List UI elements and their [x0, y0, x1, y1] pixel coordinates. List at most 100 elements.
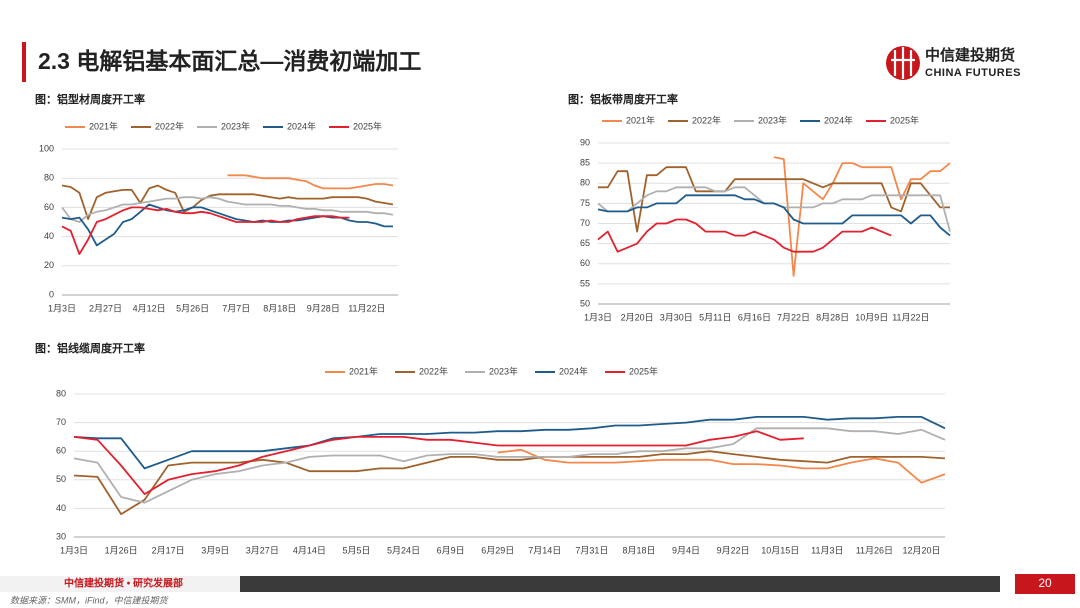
- y-tick-label: 80: [56, 388, 66, 398]
- legend-label: 2025年: [890, 114, 919, 125]
- x-tick-label: 7月22日: [777, 312, 810, 322]
- y-tick-label: 65: [580, 238, 590, 248]
- chart-title: 图：铝线缆周度开工率: [35, 341, 145, 355]
- y-tick-label: 20: [44, 260, 54, 270]
- source-note: 数据来源：SMM，iFind，中信建投期货: [10, 595, 170, 605]
- y-tick-label: 90: [580, 137, 590, 147]
- legend-label: 2022年: [692, 114, 721, 125]
- x-tick-label: 8月18日: [622, 545, 655, 555]
- series-line: [73, 416, 946, 470]
- x-tick-label: 10月15日: [761, 545, 799, 555]
- x-tick-label: 3月30日: [660, 312, 693, 322]
- x-tick-label: 7月14日: [528, 545, 561, 555]
- x-tick-label: 11月22日: [348, 303, 385, 313]
- x-tick-label: 2月20日: [621, 312, 654, 322]
- y-tick-label: 60: [56, 446, 66, 456]
- series-line: [61, 184, 394, 220]
- y-tick-label: 40: [56, 503, 66, 513]
- legend-label: 2021年: [89, 120, 118, 131]
- x-tick-label: 4月12日: [133, 303, 166, 313]
- x-tick-label: 1月3日: [584, 312, 612, 322]
- x-tick-label: 3月27日: [246, 545, 279, 555]
- x-tick-label: 6月29日: [481, 545, 514, 555]
- title-bar: [22, 42, 26, 82]
- page-box: [1015, 574, 1075, 594]
- x-tick-label: 3月9日: [201, 545, 229, 555]
- legend-label: 2024年: [559, 365, 588, 376]
- x-tick-label: 6月16日: [738, 312, 771, 322]
- x-tick-label: 5月26日: [176, 303, 209, 313]
- series-line: [73, 427, 946, 504]
- x-tick-label: 4月14日: [293, 545, 326, 555]
- series-line: [773, 156, 951, 277]
- x-tick-label: 9月28日: [307, 303, 340, 313]
- chart-title: 图：铝型材周度开工率: [35, 92, 145, 106]
- legend-label: 2024年: [824, 114, 853, 125]
- x-tick-label: 8月28日: [816, 312, 849, 322]
- slide-title: 2.3 电解铝基本面汇总—消费初端加工: [38, 48, 421, 74]
- y-tick-label: 50: [56, 474, 66, 484]
- y-tick-label: 80: [44, 173, 54, 183]
- series-line: [597, 218, 892, 253]
- legend-label: 2022年: [155, 120, 184, 131]
- x-tick-label: 1月26日: [105, 545, 138, 555]
- x-tick-label: 1月3日: [48, 303, 76, 313]
- y-tick-label: 60: [580, 258, 590, 268]
- series-line: [61, 203, 393, 247]
- y-tick-label: 100: [39, 143, 54, 153]
- legend-label: 2021年: [349, 365, 378, 376]
- series-line: [61, 196, 394, 223]
- x-tick-label: 7月31日: [575, 545, 608, 555]
- legend-label: 2024年: [287, 120, 316, 131]
- y-tick-label: 55: [580, 278, 590, 288]
- legend-label: 2023年: [489, 365, 518, 376]
- x-tick-label: 11月22日: [892, 312, 929, 322]
- logo: 中信建投期货 CHINA FUTURES: [886, 46, 1021, 80]
- x-tick-label: 2月27日: [89, 303, 122, 313]
- x-tick-label: 9月4日: [672, 545, 700, 555]
- series-line: [227, 174, 394, 190]
- series-line: [598, 166, 950, 233]
- legend-label: 2022年: [419, 365, 448, 376]
- y-tick-label: 70: [56, 417, 66, 427]
- series-line: [497, 448, 946, 484]
- logo-en: CHINA FUTURES: [925, 67, 1021, 79]
- logo-mark: [891, 47, 915, 79]
- legend-label: 2025年: [353, 120, 382, 131]
- y-tick-label: 60: [44, 202, 54, 212]
- y-tick-label: 40: [44, 231, 54, 241]
- x-tick-label: 11月26日: [856, 545, 893, 555]
- series-line: [73, 430, 804, 495]
- x-tick-label: 2月17日: [152, 545, 185, 555]
- legend-label: 2021年: [626, 114, 655, 125]
- series-line: [61, 206, 350, 255]
- series-line: [73, 450, 946, 515]
- y-tick-label: 0: [49, 289, 54, 299]
- footer-tab: [0, 576, 240, 592]
- x-tick-label: 12月20日: [902, 545, 940, 555]
- logo-name: 中信建投期货: [925, 46, 1015, 64]
- series-line: [597, 194, 951, 237]
- x-tick-label: 5月11日: [699, 312, 731, 322]
- x-tick-label: 9月22日: [717, 545, 750, 555]
- legend-label: 2025年: [629, 365, 658, 376]
- x-tick-label: 11月3日: [811, 545, 843, 555]
- chart-title: 图：铝板带周度开工率: [568, 92, 678, 106]
- y-tick-label: 50: [580, 298, 590, 308]
- footer-bar: [0, 576, 1000, 592]
- page-number: 20: [1038, 576, 1052, 590]
- x-tick-label: 5月5日: [342, 545, 370, 555]
- y-tick-label: 75: [580, 198, 590, 208]
- legend-label: 2023年: [758, 114, 787, 125]
- y-tick-label: 70: [580, 218, 590, 228]
- x-tick-label: 1月3日: [60, 545, 88, 555]
- y-tick-label: 80: [580, 178, 590, 188]
- legend-label: 2023年: [221, 120, 250, 131]
- footer-org: 中信建投期货 • 研究发展部: [64, 577, 183, 590]
- x-tick-label: 5月24日: [387, 545, 420, 555]
- x-tick-label: 8月18日: [263, 303, 296, 313]
- y-tick-label: 85: [580, 158, 590, 168]
- x-tick-label: 6月9日: [437, 545, 465, 555]
- y-tick-label: 30: [56, 531, 66, 541]
